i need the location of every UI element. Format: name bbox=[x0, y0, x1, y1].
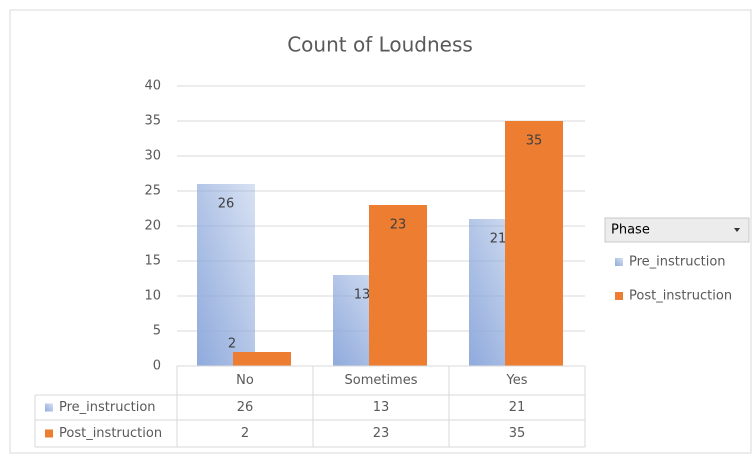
y-tick-label: 20 bbox=[144, 219, 161, 234]
data-label: 35 bbox=[526, 134, 543, 149]
legend-filter-button[interactable] bbox=[604, 217, 750, 243]
table-cell: 2 bbox=[241, 426, 249, 441]
y-tick-label: 40 bbox=[144, 79, 161, 94]
x-tick-label: Yes bbox=[506, 373, 528, 388]
bar bbox=[505, 121, 563, 366]
data-label: 26 bbox=[218, 197, 235, 212]
table-row-label: Post_instruction bbox=[59, 426, 162, 441]
bar bbox=[233, 352, 291, 366]
table-legend-key bbox=[45, 403, 53, 412]
table-cell: 13 bbox=[373, 400, 390, 415]
x-tick-label: Sometimes bbox=[344, 373, 417, 388]
table-legend-key bbox=[45, 429, 53, 438]
table-row-label: Pre_instruction bbox=[59, 400, 156, 415]
y-tick-label: 25 bbox=[144, 184, 161, 199]
legend-label: Post_instruction bbox=[629, 289, 732, 304]
bar bbox=[197, 184, 255, 366]
data-label: 13 bbox=[354, 288, 371, 303]
legend-key bbox=[615, 258, 623, 266]
data-label: 2 bbox=[228, 337, 236, 352]
legend-title: Phase bbox=[611, 223, 650, 238]
data-label: 23 bbox=[390, 218, 407, 233]
x-tick-label: No bbox=[236, 373, 254, 388]
legend-key bbox=[615, 292, 623, 300]
y-tick-label: 10 bbox=[144, 289, 161, 304]
dropdown-arrow[interactable] bbox=[734, 228, 740, 232]
table-cell: 26 bbox=[237, 400, 254, 415]
y-tick-label: 30 bbox=[144, 149, 161, 164]
data-label: 21 bbox=[490, 232, 507, 247]
table-cell: 21 bbox=[509, 400, 526, 415]
y-tick-label: 15 bbox=[144, 254, 161, 269]
chart-title: Count of Loudness bbox=[287, 33, 473, 57]
y-tick-label: 35 bbox=[144, 114, 161, 129]
legend-label: Pre_instruction bbox=[629, 255, 726, 270]
bar bbox=[369, 205, 427, 366]
y-tick-label: 5 bbox=[153, 324, 161, 339]
table-cell: 23 bbox=[373, 426, 390, 441]
y-tick-label: 0 bbox=[153, 359, 161, 374]
table-cell: 35 bbox=[509, 426, 526, 441]
